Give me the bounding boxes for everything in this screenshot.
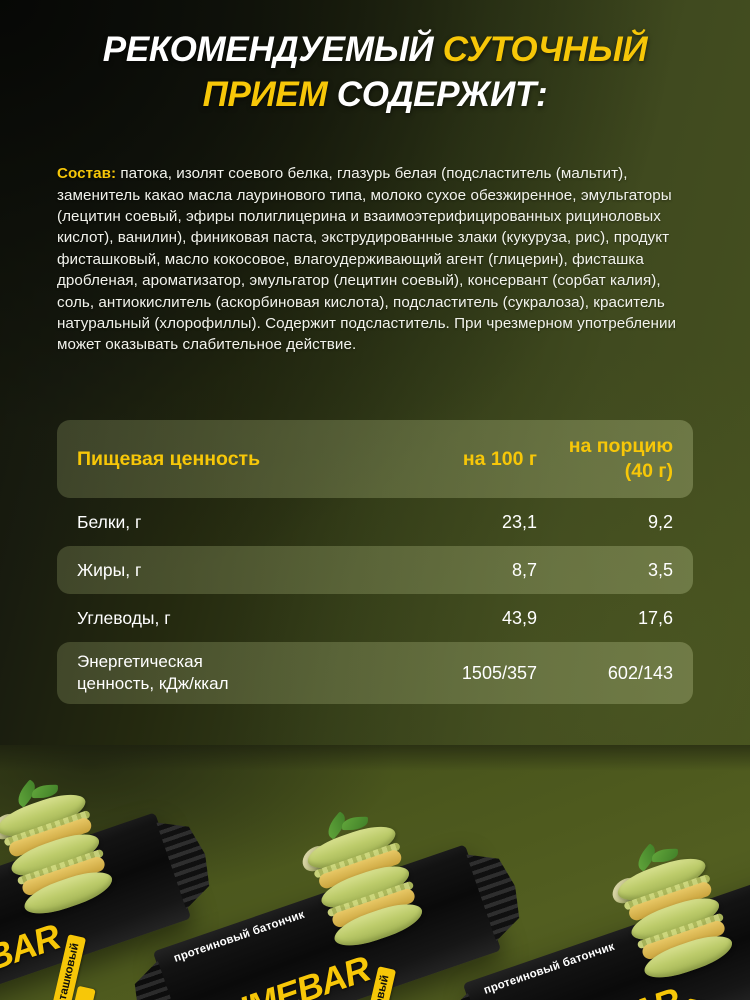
table-header-label: Пищевая ценность xyxy=(77,447,261,470)
title-word-intake: ПРИЕМ xyxy=(202,74,328,114)
ingredients-text: патока, изолят соевого белка, глазурь бе… xyxy=(57,165,677,354)
table-row: Углеводы, г 43,9 17,6 xyxy=(57,594,693,642)
energy-label-line2: ценность, кДж/ккал xyxy=(77,674,229,693)
table-header-per-100g: на 100 г xyxy=(462,447,537,470)
row-carbs-per-serving: 17,6 xyxy=(637,608,673,628)
row-energy-per-100g: 1505/357 xyxy=(461,662,537,683)
bar-subtitle: протеиновый батончик xyxy=(172,908,307,965)
title-word-contains: СОДЕРЖИТ: xyxy=(336,74,548,114)
product-photo-band: протеиновый батончик PRIMEBAR полезный в… xyxy=(0,745,750,1000)
title-word-recommended: РЕКОМЕНДУЕМЫЙ xyxy=(102,30,434,69)
bar-brand-logo: PRIMEBAR xyxy=(188,947,375,1000)
energy-label-line1: Энергетическая xyxy=(77,652,203,671)
ingredients-paragraph: Состав: патока, изолят соевого белка, гл… xyxy=(57,163,699,356)
macaron-stack-image xyxy=(297,801,442,955)
row-label-energy: Энергетическая ценность, кДж/ккал xyxy=(57,651,387,695)
per-serving-line1: на порцию xyxy=(568,435,673,457)
table-row: Белки, г 23,1 9,2 xyxy=(57,498,693,546)
row-label-fat: Жиры, г xyxy=(77,560,142,580)
row-fat-per-serving: 3,5 xyxy=(647,560,673,580)
row-protein-per-serving: 9,2 xyxy=(647,512,673,532)
title-word-daily: СУТОЧНЫЙ xyxy=(442,30,648,69)
per-serving-line2: (40 г) xyxy=(624,460,673,482)
row-carbs-per-100g: 43,9 xyxy=(501,608,537,628)
table-header-row: Пищевая ценность на 100 г на порцию (40 … xyxy=(57,420,693,498)
row-label-carbs: Углеводы, г xyxy=(77,608,171,628)
table-row: Жиры, г 8,7 3,5 xyxy=(57,546,693,594)
ingredients-label: Состав: xyxy=(57,165,117,183)
table-row-energy: Энергетическая ценность, кДж/ккал 1505/3… xyxy=(57,642,693,704)
macaron-stack-image xyxy=(0,769,132,923)
row-protein-per-100g: 23,1 xyxy=(501,512,537,532)
row-fat-per-100g: 8,7 xyxy=(511,560,537,580)
row-label-protein: Белки, г xyxy=(77,512,142,532)
bar-subtitle: протеиновый батончик xyxy=(482,940,617,997)
row-energy-per-serving: 602/143 xyxy=(607,662,673,683)
table-header-per-serving: на порцию (40 г) xyxy=(537,434,693,484)
nutrition-table: Пищевая ценность на 100 г на порцию (40 … xyxy=(57,420,693,704)
page-title: РЕКОМЕНДУЕМЫЙ СУТОЧНЫЙ ПРИЕМ СОДЕРЖИТ: xyxy=(0,30,750,115)
top-section-background xyxy=(0,0,750,752)
macaron-stack-image xyxy=(607,833,750,987)
